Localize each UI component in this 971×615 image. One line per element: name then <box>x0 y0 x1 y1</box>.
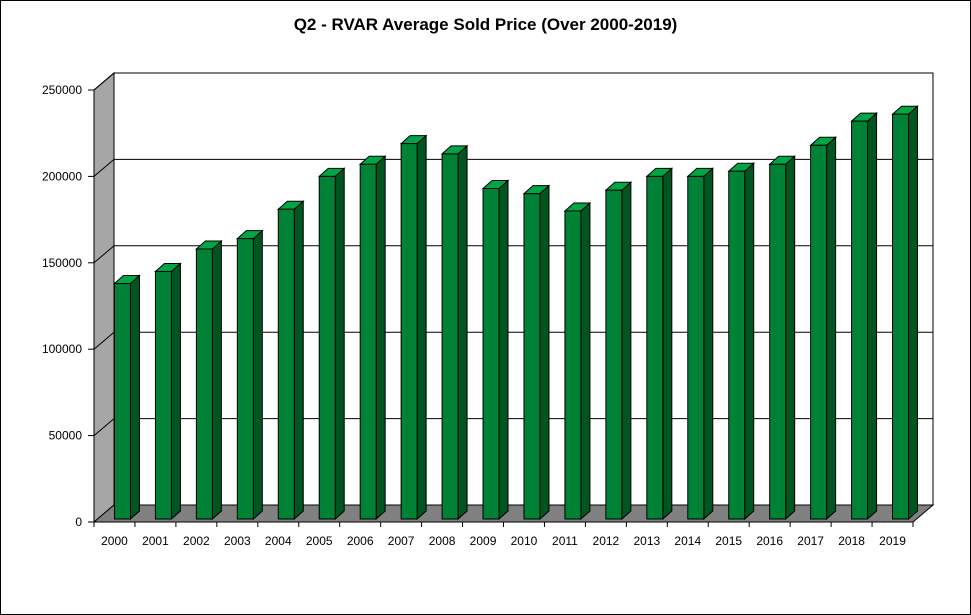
x-tick-label: 2009 <box>470 534 497 548</box>
bar-side <box>252 229 263 521</box>
bar-side <box>580 201 591 521</box>
x-tick-label: 2006 <box>347 534 374 548</box>
gridline <box>93 158 933 177</box>
chart-title: Q2 - RVAR Average Sold Price (Over 2000-… <box>293 15 678 34</box>
y-tick-label: 0 <box>75 515 82 529</box>
bar-front <box>359 163 377 520</box>
bar-front <box>646 175 664 520</box>
bar-front <box>236 238 254 520</box>
x-tick-label: 2014 <box>674 534 701 548</box>
x-tick-label: 2019 <box>879 534 906 548</box>
y-tick-label: 200000 <box>42 169 82 183</box>
bar-side <box>457 144 468 521</box>
y-tick-label: 100000 <box>42 342 82 356</box>
y-axis-ticks: 0 50000 100000 150000 200000 250000 <box>42 83 95 529</box>
bar <box>645 167 674 521</box>
bar <box>604 181 633 521</box>
x-tick-label: 2001 <box>142 534 169 548</box>
bar-front <box>851 120 869 520</box>
x-tick-label: 2011 <box>552 534 578 548</box>
x-tick-label: 2007 <box>388 534 415 548</box>
x-tick-label: 2005 <box>306 534 333 548</box>
x-tick-label: 2016 <box>756 534 783 548</box>
bar <box>850 111 878 521</box>
chart-bars <box>113 105 919 521</box>
y-tick-label: 50000 <box>49 429 83 443</box>
bar-side <box>621 181 632 521</box>
bar-side <box>498 179 509 521</box>
bar-front <box>277 208 295 520</box>
bar-side <box>662 167 673 521</box>
bar <box>399 134 428 521</box>
bar-side <box>170 262 181 521</box>
bar <box>440 144 469 521</box>
bar <box>154 262 182 521</box>
gridline <box>93 72 933 91</box>
y-tick-label: 250000 <box>42 83 82 97</box>
side-wall <box>93 71 115 524</box>
bar-side <box>867 111 878 521</box>
bar-front <box>728 170 746 520</box>
bar-front <box>113 283 131 520</box>
bar <box>195 239 223 521</box>
bar-front <box>400 143 418 520</box>
bar <box>563 201 592 521</box>
x-tick-label: 2010 <box>511 534 538 548</box>
bar-side <box>908 105 919 521</box>
bar-front <box>892 113 910 520</box>
bar <box>276 200 305 521</box>
bar-side <box>375 155 386 521</box>
bar-front <box>318 175 336 520</box>
bar <box>236 229 264 521</box>
bar-side <box>826 136 837 521</box>
x-tick-label: 2015 <box>715 534 742 548</box>
x-tick-label: 2008 <box>429 534 456 548</box>
bar <box>809 136 837 521</box>
bar <box>727 162 756 521</box>
x-axis-ticks: 2000 2001 2002 2003 2004 2005 2006 2007 2008 2009… <box>93 522 914 548</box>
bar-side <box>539 184 550 521</box>
bar <box>522 184 551 521</box>
bar-front <box>605 189 623 520</box>
x-tick-label: 2012 <box>593 534 620 548</box>
x-tick-label: 2018 <box>838 534 865 548</box>
bar-side <box>334 167 345 521</box>
bar-front <box>523 193 541 520</box>
x-tick-label: 2003 <box>224 534 251 548</box>
bar-front <box>195 248 213 520</box>
bar-front <box>687 175 705 520</box>
bar <box>481 179 510 521</box>
bar-side <box>129 274 140 521</box>
bar-side <box>744 162 755 521</box>
bar-front <box>482 187 500 520</box>
bar-front <box>564 210 582 520</box>
bar-side <box>293 200 304 521</box>
bar-side <box>211 239 222 521</box>
y-tick-label: 150000 <box>42 256 82 270</box>
bar-side <box>785 155 796 521</box>
bar-front <box>154 270 172 520</box>
bar-front <box>810 144 828 520</box>
bar-side <box>416 134 427 521</box>
bar <box>358 155 387 521</box>
x-tick-label: 2004 <box>265 534 292 548</box>
bar-side <box>703 167 714 521</box>
bar-front <box>441 153 459 520</box>
bar <box>768 155 796 521</box>
x-tick-label: 2002 <box>183 534 210 548</box>
bar <box>686 167 715 521</box>
bar <box>891 105 919 521</box>
bar <box>317 167 346 521</box>
x-tick-label: 2017 <box>797 534 824 548</box>
bar <box>113 274 141 521</box>
x-tick-label: 2000 <box>101 534 128 548</box>
bar-front <box>769 163 787 520</box>
x-tick-label: 2013 <box>633 534 660 548</box>
